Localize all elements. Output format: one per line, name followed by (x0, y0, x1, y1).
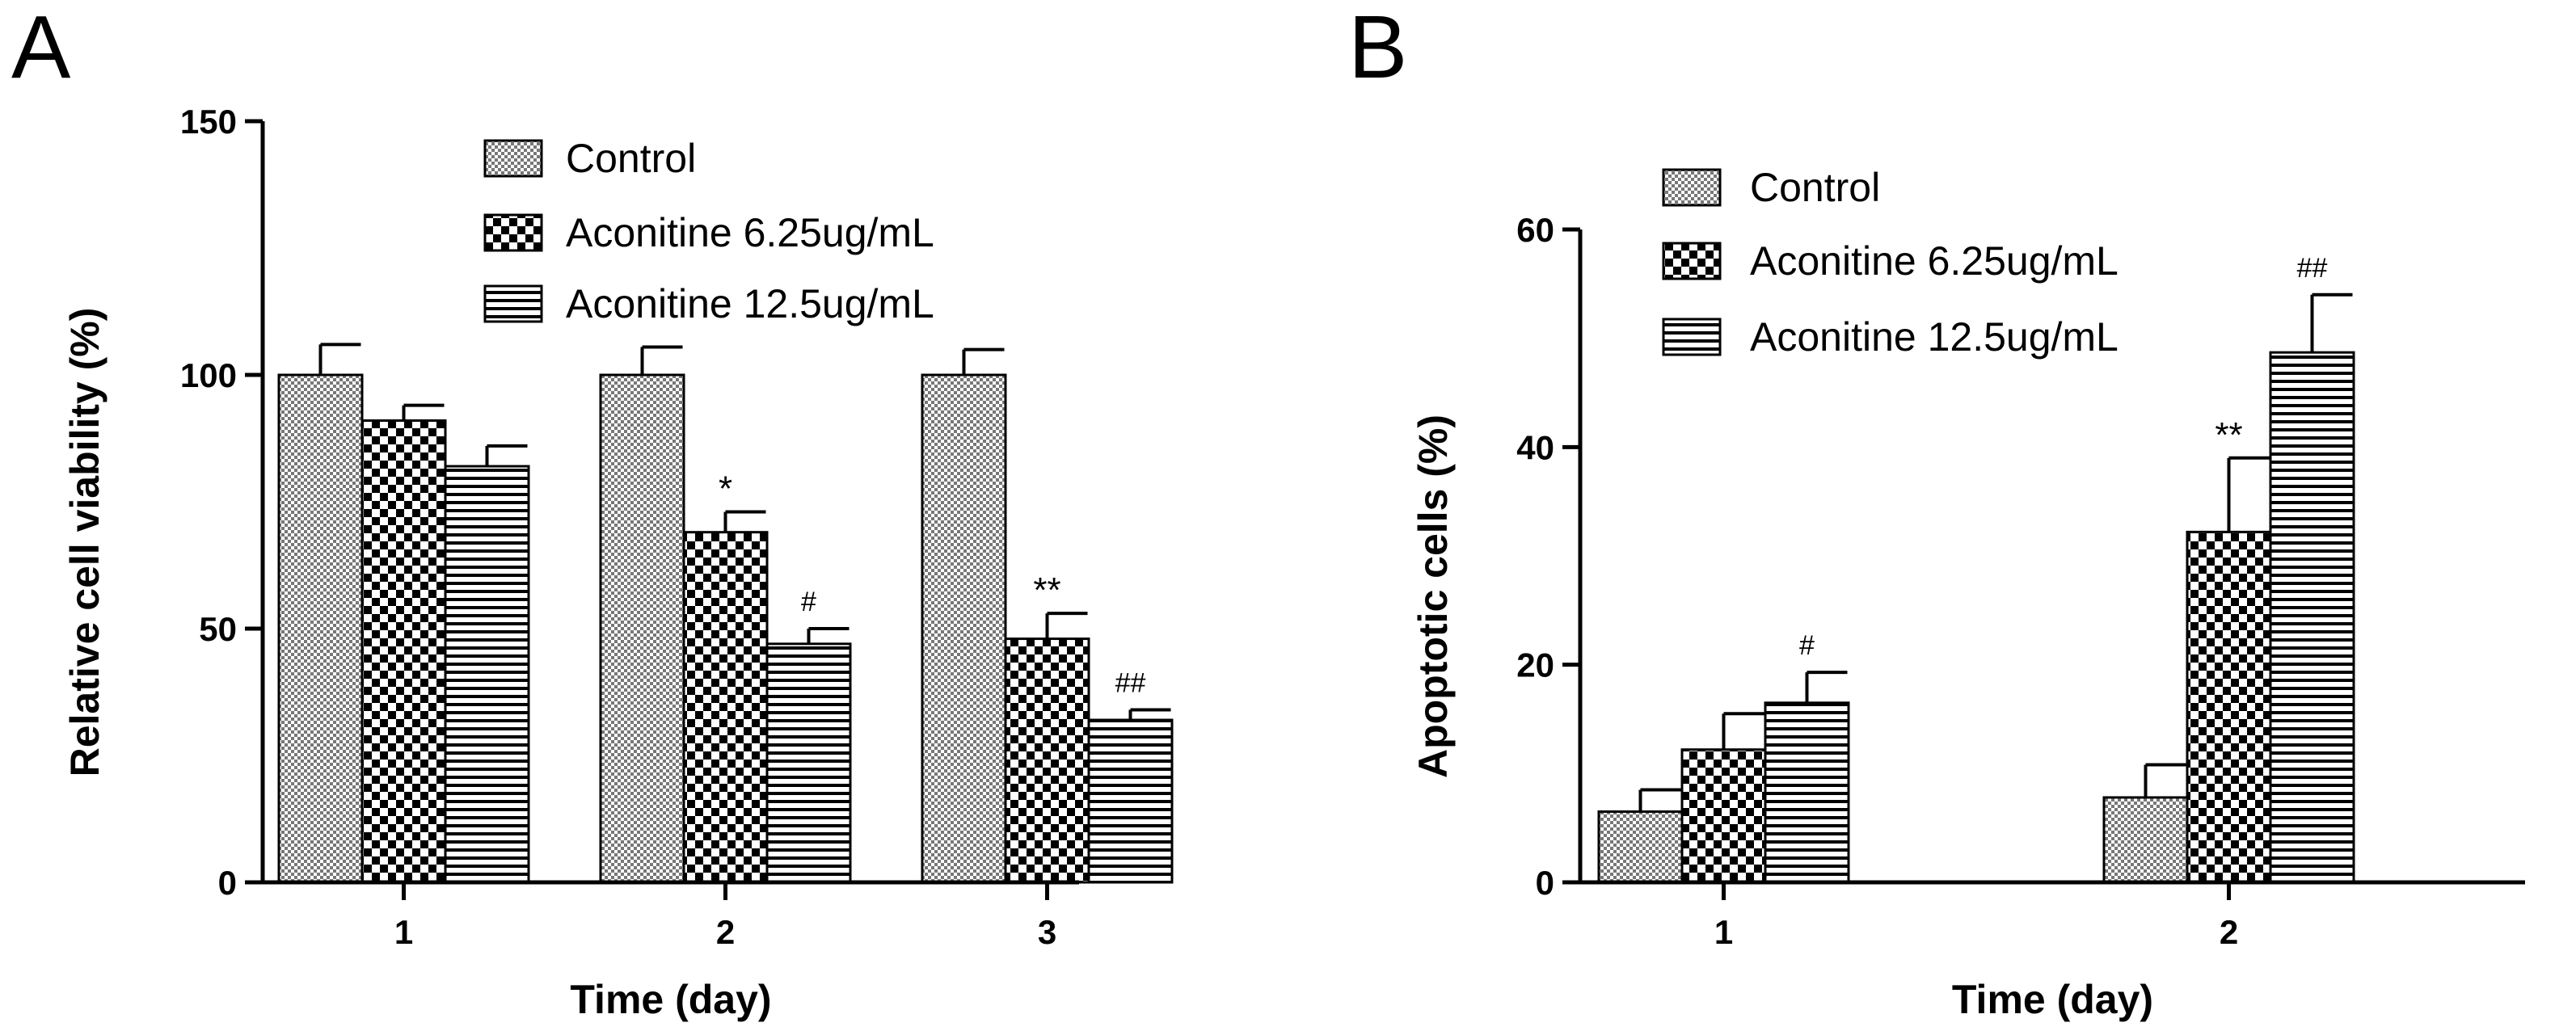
x-tick-label: 3 (1038, 913, 1056, 951)
bar (2269, 351, 2355, 884)
legend-swatch (1662, 168, 1722, 207)
y-tick-label: 20 (1516, 646, 1554, 684)
y-tick-label: 150 (180, 103, 237, 141)
y-tick-label: 40 (1516, 428, 1554, 466)
significance-label: ## (2297, 253, 2328, 284)
bar (2102, 796, 2189, 884)
legend-label: Control (566, 136, 696, 181)
legend-swatch (1662, 242, 1722, 280)
legend-swatch (483, 139, 543, 178)
legend-label: Aconitine 12.5ug/mL (1750, 314, 2119, 360)
x-axis-title: Time (day) (570, 977, 771, 1022)
y-tick-label: 100 (180, 356, 237, 394)
x-tick-label: 1 (1714, 913, 1733, 951)
bar (1004, 638, 1090, 884)
bar (682, 531, 769, 884)
bar (277, 373, 364, 884)
bar (599, 373, 685, 884)
bar (444, 465, 530, 884)
chart-panel-a: * # ** ## 0 50 100 150 1 2 3 Time (day) Relative cel… (62, 103, 1174, 1022)
panel-letter-a: A (11, 0, 71, 97)
bar (921, 373, 1007, 884)
y-tick-label: 0 (1536, 864, 1554, 902)
y-tick-label: 60 (1516, 211, 1554, 249)
legend-label: Aconitine 6.25ug/mL (566, 210, 934, 255)
legend-swatch (1662, 318, 1722, 356)
significance-label: # (801, 587, 816, 617)
legend-swatch (483, 284, 543, 323)
x-axis-title: Time (day) (1952, 977, 2153, 1022)
x-tick-label: 2 (2220, 913, 2238, 951)
legend-swatch (483, 213, 543, 252)
significance-label: * (719, 469, 732, 509)
chart-panel-b: # ** ## 0 20 40 60 1 2 Time (day) Apoptotic cells … (1410, 165, 2525, 1022)
legend-label: Aconitine 6.25ug/mL (1750, 238, 2119, 284)
bar (1597, 810, 1684, 884)
significance-label: ** (1033, 570, 1060, 610)
legend-label: Control (1750, 165, 1880, 210)
bar (1087, 718, 1174, 884)
x-tick-label: 1 (394, 913, 413, 951)
bar (360, 419, 447, 884)
bar (2186, 530, 2272, 884)
y-axis-title: Relative cell viability (%) (62, 308, 108, 777)
y-tick-label: 0 (218, 864, 237, 902)
bar (1680, 748, 1767, 884)
significance-label: ** (2215, 415, 2242, 455)
y-tick-label: 50 (199, 610, 237, 648)
bar (765, 642, 852, 884)
x-tick-label: 2 (716, 913, 735, 951)
legend-label: Aconitine 12.5ug/mL (566, 281, 934, 326)
panel-letter-b: B (1348, 0, 1407, 97)
y-axis-title: Apoptotic cells (%) (1410, 415, 1456, 778)
bar (1764, 701, 1850, 884)
significance-label: ## (1115, 667, 1146, 698)
significance-label: # (1799, 630, 1815, 661)
